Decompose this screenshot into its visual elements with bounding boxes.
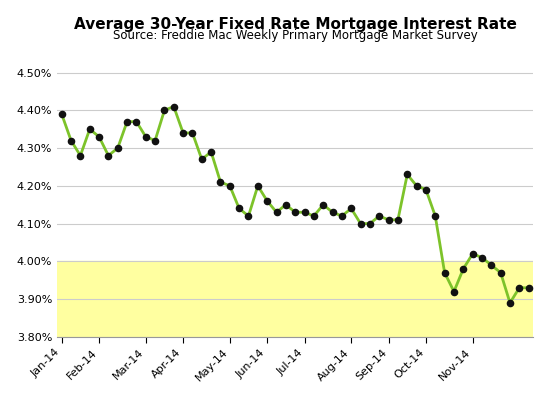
- Point: [151, 137, 160, 144]
- Point: [85, 126, 94, 132]
- Point: [356, 220, 365, 227]
- Point: [95, 134, 103, 140]
- Point: [496, 270, 505, 276]
- Point: [57, 111, 66, 117]
- Point: [141, 134, 150, 140]
- Point: [160, 107, 169, 114]
- Point: [505, 300, 514, 306]
- Point: [440, 270, 449, 276]
- Point: [272, 209, 281, 216]
- Point: [104, 152, 113, 159]
- Point: [449, 288, 458, 295]
- Point: [291, 209, 300, 216]
- Point: [515, 284, 524, 291]
- Point: [477, 254, 486, 261]
- Point: [207, 149, 216, 155]
- Point: [113, 145, 122, 151]
- Point: [468, 250, 477, 257]
- Point: [179, 130, 188, 136]
- Point: [524, 284, 533, 291]
- Point: [300, 209, 309, 216]
- Text: Source: Freddie Mac Weekly Primary Mortgage Market Survey: Source: Freddie Mac Weekly Primary Mortg…: [113, 29, 477, 42]
- Bar: [57, 261, 534, 337]
- Point: [169, 103, 178, 110]
- Point: [67, 137, 75, 144]
- Point: [412, 183, 421, 189]
- Point: [375, 213, 384, 219]
- Point: [487, 262, 496, 268]
- Point: [263, 198, 272, 204]
- Point: [188, 130, 197, 136]
- Point: [338, 213, 346, 219]
- Point: [310, 213, 318, 219]
- Point: [393, 217, 402, 223]
- Point: [226, 183, 234, 189]
- Point: [76, 152, 85, 159]
- Point: [347, 205, 356, 212]
- Point: [197, 156, 206, 162]
- Point: [421, 186, 430, 193]
- Point: [235, 205, 244, 212]
- Point: [216, 179, 225, 185]
- Point: [319, 202, 328, 208]
- Point: [132, 118, 141, 125]
- Title: Average 30-Year Fixed Rate Mortgage Interest Rate: Average 30-Year Fixed Rate Mortgage Inte…: [74, 17, 516, 32]
- Point: [244, 213, 253, 219]
- Point: [328, 209, 337, 216]
- Point: [123, 118, 131, 125]
- Point: [459, 266, 468, 272]
- Point: [282, 202, 290, 208]
- Point: [366, 220, 375, 227]
- Point: [384, 217, 393, 223]
- Point: [431, 213, 439, 219]
- Point: [254, 183, 262, 189]
- Point: [403, 171, 411, 178]
